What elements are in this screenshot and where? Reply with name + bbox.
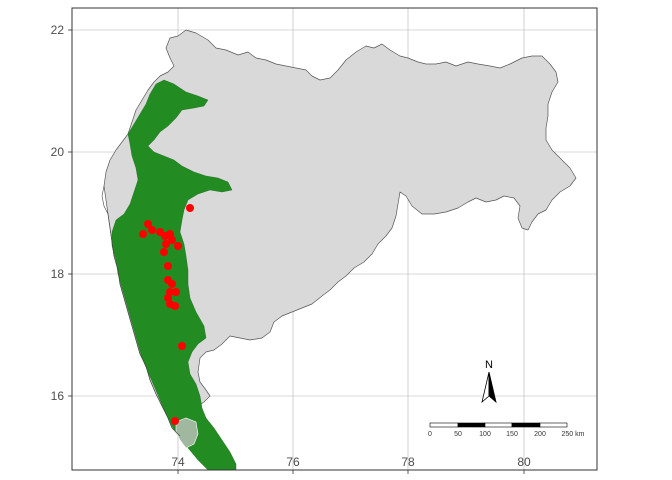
scale-bar-label: 150 bbox=[506, 431, 518, 438]
x-tick-label: 74 bbox=[171, 455, 185, 469]
y-tick-label: 22 bbox=[51, 23, 65, 37]
axis-ticks bbox=[68, 29, 525, 474]
y-tick-label: 16 bbox=[51, 389, 65, 403]
occurrence-point bbox=[172, 288, 180, 296]
scale-bar-label: 200 bbox=[534, 431, 546, 438]
scale-bar-segment bbox=[484, 422, 513, 428]
scale-bar: 0 50 100 150 200 250 km bbox=[428, 422, 585, 438]
occurrence-point bbox=[168, 236, 176, 244]
occurrence-point bbox=[164, 262, 172, 270]
north-arrow: N bbox=[481, 359, 497, 404]
occurrence-point bbox=[171, 302, 179, 310]
x-tick-label: 80 bbox=[517, 455, 531, 469]
occurrence-point bbox=[171, 417, 179, 425]
scale-bar-segment bbox=[457, 422, 486, 428]
occurrence-point bbox=[186, 204, 194, 212]
scale-bar-label: 0 bbox=[428, 431, 432, 438]
scale-bar-label: 50 bbox=[454, 431, 462, 438]
coastline bbox=[101, 185, 181, 437]
enclave-region bbox=[175, 417, 199, 449]
panel-border bbox=[71, 7, 598, 471]
scale-bar-label: 100 bbox=[479, 431, 491, 438]
occurrence-point bbox=[139, 230, 147, 238]
scale-bar-segment bbox=[429, 422, 459, 428]
occurrence-point bbox=[178, 342, 186, 350]
scale-bar-segment bbox=[539, 422, 568, 428]
x-tick-label: 78 bbox=[401, 455, 415, 469]
forest-region bbox=[111, 79, 237, 471]
occurrence-point bbox=[148, 226, 156, 234]
x-tick-label: 76 bbox=[286, 455, 300, 469]
north-arrow-label: N bbox=[485, 359, 493, 371]
scale-bar-segment bbox=[511, 422, 541, 428]
y-tick-label: 20 bbox=[51, 145, 65, 159]
occurrence-point bbox=[168, 280, 176, 288]
occurrence-point bbox=[174, 242, 182, 250]
occurrence-point bbox=[162, 240, 170, 248]
north-arrow-right-half bbox=[488, 371, 497, 404]
occurrence-point bbox=[144, 220, 152, 228]
y-tick-label: 18 bbox=[51, 267, 65, 281]
scale-bar-label: 250 km bbox=[562, 431, 585, 438]
occurrence-points bbox=[139, 204, 194, 425]
occurrence-point bbox=[160, 248, 168, 256]
